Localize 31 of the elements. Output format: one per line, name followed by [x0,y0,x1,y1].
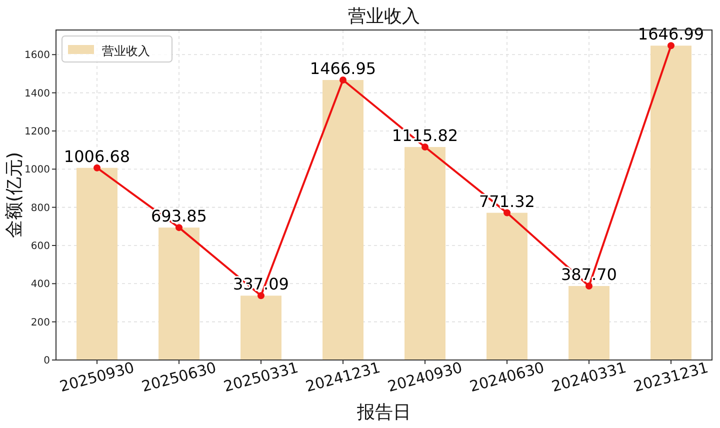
x-axis-title: 报告日 [356,402,411,423]
bar [240,296,282,360]
y-tick-label: 0 [44,356,50,366]
bar [76,168,118,360]
point [422,144,428,151]
y-tick-label: 400 [30,279,50,290]
y-tick-label: 1000 [24,164,50,176]
data-label: 1006.68 [64,146,130,166]
point [504,209,510,216]
bar [322,80,364,360]
bar [486,212,528,360]
y-tick-label: 800 [30,202,50,214]
point [586,282,592,290]
bar [158,228,200,360]
y-axis-title: 金额(亿元) [4,152,25,238]
point [340,76,346,84]
bar [404,147,446,360]
point [94,164,100,172]
point [176,224,182,232]
y-tick-label: 1200 [24,126,50,138]
y-tick-label: 200 [30,317,50,328]
bar [650,46,692,360]
legend-label: 营业收入 [102,44,150,58]
data-label: 1466.95 [310,59,376,78]
bar [568,286,610,360]
y-tick-label: 1600 [24,50,50,62]
y-tick-label: 600 [30,240,50,252]
point [258,292,264,300]
point [668,42,674,50]
y-tick-label: 1400 [24,88,50,100]
chart-title: 营业收入 [348,6,420,27]
